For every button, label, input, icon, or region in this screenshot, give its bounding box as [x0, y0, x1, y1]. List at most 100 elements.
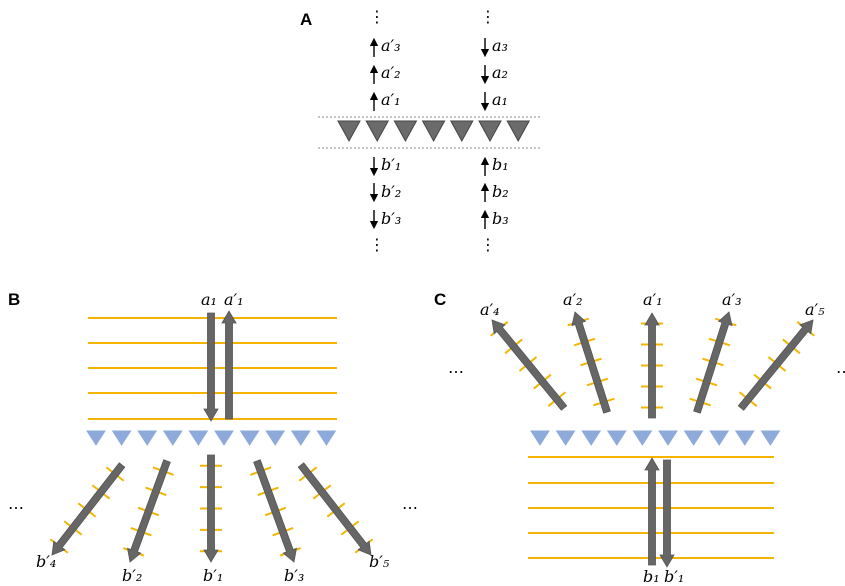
label-c-a-prime-2: a′₂: [563, 290, 583, 309]
panel-c-label: C: [434, 290, 446, 309]
panel-c-vertical-arrows: [644, 457, 675, 568]
panel-b-diffracted-beams: [49, 454, 374, 563]
prism-dark: [478, 120, 502, 143]
panel-c: C a′₄ a′₂ a′₁ a′₃ a′₅ … … b₁ b′₁: [434, 290, 845, 586]
prism-light: [709, 430, 730, 446]
beam-reflected-a-prime-1: [221, 310, 237, 420]
label-b-panel-a1: a₁: [201, 290, 217, 309]
panel-a-ellipsis-top-right: ⋮: [480, 7, 496, 26]
label-c-a-prime-5: a′₅: [805, 300, 825, 319]
panel-b-ellipsis-right: …: [402, 494, 418, 513]
prism-light: [658, 430, 678, 446]
label-b-prime-2: b′₂: [381, 182, 401, 201]
panel-b: B a₁ a′₁ b′₄ b′₂ b′₁ b′₃ b′₅ … …: [8, 290, 418, 585]
prism-dark: [506, 120, 531, 143]
label-b-prime-4: b′₄: [36, 552, 56, 571]
panel-c-ellipsis-right: …: [836, 358, 845, 377]
prism-dark: [393, 120, 418, 143]
beam-b-prime-3: [250, 459, 301, 563]
label-a-prime-2: a′₂: [381, 63, 401, 82]
panel-c-ellipsis-left: …: [448, 358, 464, 377]
beam-arrow: [693, 311, 733, 414]
panel-c-prism-row: [530, 430, 781, 446]
label-b-3: b₃: [492, 209, 509, 228]
prism-light: [606, 430, 627, 446]
prism-light: [214, 430, 234, 446]
beam-b-prime-5: [297, 462, 374, 556]
prism-dark: [449, 120, 474, 143]
beam-a-prime-3: [689, 311, 737, 414]
panel-c-diffracted-beams: [490, 311, 815, 419]
label-a-prime-3: a′₃: [381, 36, 401, 55]
beam-arrow: [203, 454, 219, 563]
panel-b-ellipsis-left: …: [8, 494, 24, 513]
beam-a-prime-4: [490, 319, 568, 411]
beam-a-prime-2: [567, 311, 615, 414]
label-b-prime-2-b: b′₂: [122, 566, 142, 585]
beam-arrow: [571, 311, 611, 414]
beam-arrow: [297, 462, 372, 556]
beam-arrow: [644, 312, 660, 419]
beam-b-prime-2: [123, 459, 174, 563]
panel-a-ellipsis-bottom-left: ⋮: [369, 235, 385, 254]
beam-arrow: [127, 459, 171, 563]
beam-reflected-b-prime-1: [659, 459, 675, 568]
panel-b-vertical-arrows: [203, 310, 237, 422]
beam-incident-a1: [203, 312, 219, 422]
label-c-a-prime-4: a′₄: [480, 300, 500, 319]
prism-light: [555, 430, 576, 446]
label-b-prime-1: b′₁: [381, 155, 401, 174]
prism-light: [760, 430, 781, 446]
beam-arrow: [221, 310, 237, 420]
panel-a-ellipsis-top-left: ⋮: [369, 7, 385, 26]
prism-light: [239, 430, 260, 446]
beam-arrow: [491, 319, 568, 411]
label-c-a-prime-1: a′₁: [643, 290, 663, 309]
prism-light: [290, 430, 311, 446]
beam-arrow: [659, 459, 675, 568]
label-a-prime-1: a′₁: [381, 90, 401, 109]
label-c-b-prime-1: b′₁: [664, 567, 684, 586]
prism-light: [188, 430, 209, 446]
label-c-a-prime-3: a′₃: [722, 290, 742, 309]
label-b-panel-a-prime-1: a′₁: [224, 290, 244, 309]
beam-b-prime-1: [200, 454, 222, 563]
panel-b-prism-row: [86, 430, 337, 446]
prism-light: [137, 430, 158, 446]
prism-light: [530, 430, 550, 446]
label-b-1: b₁: [492, 155, 509, 174]
prism-light: [734, 430, 755, 446]
beam-incident-b1: [644, 457, 660, 566]
prism-dark: [337, 120, 361, 143]
label-b-prime-3-b: b′₃: [284, 566, 304, 585]
label-b-prime-3: b′₃: [381, 209, 401, 228]
beam-b-prime-4: [49, 462, 126, 556]
beam-arrow: [203, 312, 219, 422]
prism-light: [683, 430, 704, 446]
prism-dark: [365, 120, 390, 143]
label-b-prime-5: b′₅: [369, 552, 390, 571]
beam-a-prime-5: [737, 319, 815, 411]
prism-light: [632, 430, 653, 446]
prism-light: [581, 430, 602, 446]
prism-light: [162, 430, 183, 446]
prism-light: [111, 430, 132, 446]
label-a-1: a₁: [492, 90, 508, 109]
prism-dark: [421, 120, 446, 143]
prism-light: [316, 430, 337, 446]
prism-light: [265, 430, 286, 446]
panel-a-ellipsis-bottom-right: ⋮: [480, 235, 496, 254]
beam-arrow: [51, 462, 126, 556]
panel-a-label: A: [300, 10, 312, 29]
label-b-prime-1-b: b′₁: [203, 566, 223, 585]
beam-a-prime-1: [641, 312, 663, 419]
label-a-3: a₃: [492, 36, 508, 55]
label-a-2: a₂: [492, 63, 508, 82]
beam-arrow: [644, 457, 660, 566]
panel-a-prism-row: [337, 120, 531, 143]
beam-arrow: [253, 459, 297, 563]
panel-a: A ⋮ ⋮ a′₃ a′₂ a′₁ a₃ a₂ a₁: [300, 7, 541, 254]
prism-light: [86, 430, 106, 446]
panel-b-label: B: [8, 290, 20, 309]
